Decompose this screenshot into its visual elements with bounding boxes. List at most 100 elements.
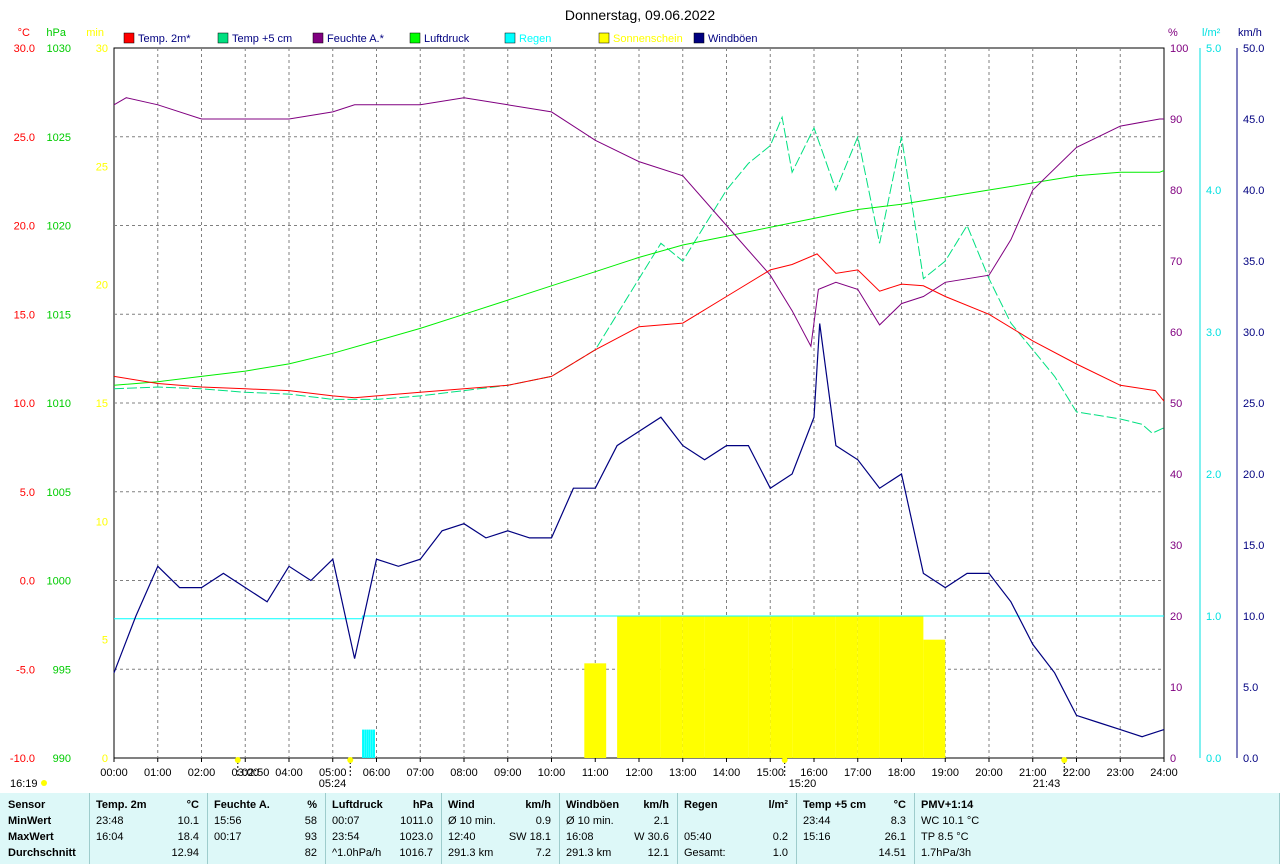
stats-column-header: Windböen km/h xyxy=(560,799,677,815)
rain-tick-label: 0.0 xyxy=(1206,753,1221,765)
stats-cell-label: 05:40 xyxy=(684,831,712,843)
legend-swatch xyxy=(409,32,421,44)
temp-tick-label: -10.0 xyxy=(10,753,35,765)
stats-cell-label: 15:56 xyxy=(214,815,242,827)
pressure-tick-label: 1025 xyxy=(47,132,71,144)
pressure-line xyxy=(113,170,1165,386)
stats-cell-label: Ø 10 min. xyxy=(566,815,614,827)
wind-tick-label: 10.0 xyxy=(1243,611,1264,623)
annotation-time: 02:50 xyxy=(242,767,270,779)
stats-cell-value: 1.0 xyxy=(772,847,788,859)
legend-label: Luftdruck xyxy=(424,33,470,45)
x-tick-label: 09:00 xyxy=(494,767,522,779)
stats-cell-row: 15:56 58 xyxy=(208,815,325,831)
stats-cell-value: 1011.0 xyxy=(400,815,433,827)
x-tick-label: 10:00 xyxy=(538,767,566,779)
sunshine-bar xyxy=(814,616,836,758)
annotation-time: 16:19 xyxy=(10,778,38,790)
stats-cell-row: Ø 10 min. 0.9 xyxy=(442,815,559,831)
stats-cell-row: WC 10.1 °C xyxy=(915,815,1279,831)
sun-marker xyxy=(1061,757,1068,763)
sunshine-bar xyxy=(792,616,814,758)
wind-tick-label: 5.0 xyxy=(1243,682,1258,694)
sun-marker xyxy=(41,780,47,786)
temp-tick-label: 25.0 xyxy=(14,132,35,144)
stats-column-unit: hPa xyxy=(412,799,433,811)
stats-column: PMV+1:14 WC 10.1 °C TP 8.5 °C 1.7hPa/3h xyxy=(915,793,1280,864)
stats-column: Wind km/h Ø 10 min. 0.9 12:40 SW 18.1 291.3 km… xyxy=(442,793,560,864)
rain-axis-unit: l/m² xyxy=(1202,27,1221,39)
x-tick-label: 16:00 xyxy=(800,767,828,779)
stats-column-title: PMV+1:14 xyxy=(921,799,974,811)
humidity-tick-label: 0 xyxy=(1170,753,1176,765)
sunshine-tick-label: 10 xyxy=(96,516,108,528)
chart-title: Donnerstag, 09.06.2022 xyxy=(565,7,715,23)
legend-item: Regen xyxy=(504,32,551,45)
pressure-tick-label: 1010 xyxy=(47,398,71,410)
stats-column: Regen l/m² 05:40 0.2 Gesamt: 1.0 xyxy=(678,793,797,864)
legend-item: Temp +5 cm xyxy=(217,32,292,45)
stats-cell-row: 12:40 SW 18.1 xyxy=(442,831,559,847)
stats-cell-value: 26.1 xyxy=(884,831,906,843)
legend-label: Temp +5 cm xyxy=(232,33,292,45)
stats-cell-value: 58 xyxy=(304,815,317,827)
humidity-tick-label: 60 xyxy=(1170,327,1182,339)
x-tick-label: 05:00 xyxy=(319,767,347,779)
stats-filler xyxy=(915,793,1280,864)
rain-tick-label: 2.0 xyxy=(1206,469,1221,481)
weather-chart: Donnerstag, 09.06.2022 Temp. 2m* Temp +5 … xyxy=(10,7,1265,790)
stats-cell-row: 12.94 xyxy=(90,847,207,863)
humidity-tick-label: 80 xyxy=(1170,185,1182,197)
stats-column-unit: °C xyxy=(893,799,906,811)
sun-marker xyxy=(347,757,354,763)
x-tick-label: 23:00 xyxy=(1106,767,1134,779)
stats-cell-row: 16:04 18.4 xyxy=(90,831,207,847)
rain-bar xyxy=(366,729,369,758)
x-tick-label: 21:00 xyxy=(1019,767,1047,779)
rain-tick-label: 5.0 xyxy=(1206,43,1221,55)
temp-tick-label: 20.0 xyxy=(14,221,35,233)
humidity-tick-label: 10 xyxy=(1170,682,1182,694)
x-tick-label: 24:00 xyxy=(1150,767,1178,779)
stats-column-unit: km/h xyxy=(525,799,551,811)
sunshine-bar xyxy=(748,616,771,758)
x-tick-label: 08:00 xyxy=(450,767,478,779)
sunshine-bar xyxy=(879,616,902,758)
stats-column-header: PMV+1:14 xyxy=(915,799,1279,815)
rain-tick-label: 4.0 xyxy=(1206,185,1221,197)
sunshine-bar xyxy=(584,663,607,758)
stats-cell-row: 05:40 0.2 xyxy=(678,831,796,847)
stats-cell-row: 291.3 km 12.1 xyxy=(560,847,677,863)
x-tick-label: 13:00 xyxy=(669,767,697,779)
stats-column: Temp +5 cm °C 23:44 8.3 15:16 26.1 14.51 xyxy=(797,793,915,864)
stats-column-title: Windböen xyxy=(566,799,620,811)
legend-item: Feuchte A.* xyxy=(312,32,385,45)
pressure-tick-label: 990 xyxy=(53,753,71,765)
stats-cell-label: 1.7hPa/3h xyxy=(921,847,972,859)
stats-row-label: MaxWert xyxy=(8,831,54,843)
humidity-tick-label: 70 xyxy=(1170,256,1182,268)
temp-tick-label: 10.0 xyxy=(14,398,35,410)
stats-row-label: MinWert xyxy=(8,815,52,827)
rain-tick-label: 1.0 xyxy=(1206,611,1221,623)
stats-cell-value: 18.4 xyxy=(177,831,199,843)
stats-cell-value: 2.1 xyxy=(653,815,669,827)
stats-cell-value: SW 18.1 xyxy=(508,831,551,843)
legend-item: Temp. 2m* xyxy=(123,32,191,45)
stats-column: Feuchte A.% 15:56 58 00:17 93 82 xyxy=(208,793,326,864)
stats-cell-label: 23:54 xyxy=(332,831,360,843)
stats-cell-row xyxy=(678,815,796,831)
stats-cell-row: 00:07 1011.0 xyxy=(326,815,441,831)
legend-label: Temp. 2m* xyxy=(138,33,191,45)
x-tick-label: 07:00 xyxy=(406,767,434,779)
sunshine-tick-label: 25 xyxy=(96,161,108,173)
stats-cell-row: Ø 10 min. 2.1 xyxy=(560,815,677,831)
stats-cell-row: 82 xyxy=(208,847,325,863)
stats-cell-label: TP 8.5 °C xyxy=(921,831,969,843)
stats-column-header: Feuchte A.% xyxy=(208,799,325,815)
stats-cell-value: 8.3 xyxy=(890,815,906,827)
humidity-tick-label: 90 xyxy=(1170,114,1182,126)
rain-tick-label: 3.0 xyxy=(1206,327,1221,339)
x-tick-label: 06:00 xyxy=(363,767,391,779)
stats-cell-row: 16:08 W 30.6 xyxy=(560,831,677,847)
